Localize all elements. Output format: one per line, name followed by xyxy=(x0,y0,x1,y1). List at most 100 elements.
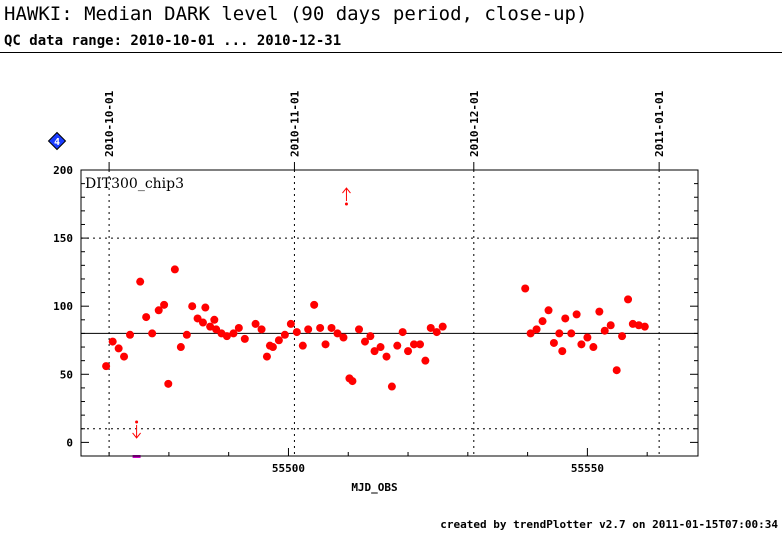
data-point xyxy=(572,310,581,319)
data-point xyxy=(624,295,633,304)
data-point xyxy=(120,352,129,361)
data-point xyxy=(114,344,123,353)
data-point xyxy=(561,314,570,323)
data-point xyxy=(257,325,266,334)
data-point xyxy=(600,326,609,335)
qc-data-range: QC data range: 2010-10-01 ... 2010-12-31 xyxy=(4,33,342,49)
data-point xyxy=(102,362,111,371)
data-point xyxy=(583,333,592,342)
data-point xyxy=(286,319,295,328)
data-point xyxy=(382,352,391,361)
data-point xyxy=(415,340,424,349)
data-point xyxy=(268,343,277,352)
data-point xyxy=(170,265,179,274)
data-point xyxy=(555,329,564,338)
data-point xyxy=(567,329,576,338)
data-point xyxy=(410,340,419,349)
data-point xyxy=(612,366,621,375)
data-point xyxy=(370,347,379,356)
data-point xyxy=(438,322,447,331)
data-point xyxy=(164,379,173,388)
x-axis-label: MJD_OBS xyxy=(351,481,397,494)
data-point xyxy=(327,323,336,332)
info-badge-label: 4 xyxy=(54,137,60,148)
data-point xyxy=(532,325,541,334)
outlier-arrowhead xyxy=(342,187,351,194)
chart-title: HAWKI: Median DARK level (90 days period… xyxy=(4,3,588,25)
data-point xyxy=(240,334,249,343)
data-point xyxy=(142,313,151,322)
data-point xyxy=(229,329,238,338)
data-point xyxy=(606,321,615,330)
data-point xyxy=(198,318,207,327)
data-point xyxy=(136,277,145,286)
data-point xyxy=(160,300,169,309)
data-point xyxy=(148,329,157,338)
data-point xyxy=(398,328,407,337)
data-point xyxy=(304,325,313,334)
data-point xyxy=(126,330,135,339)
data-point xyxy=(298,341,307,350)
outlier-point xyxy=(344,202,348,206)
data-point xyxy=(421,356,430,365)
date-tick-label: 2010-11-01 xyxy=(288,90,301,157)
data-point xyxy=(432,328,441,337)
y-tick-label: 200 xyxy=(53,164,73,177)
data-point xyxy=(538,317,547,326)
data-points-layer xyxy=(102,187,649,458)
info-badge-icon[interactable]: 4 xyxy=(47,131,67,151)
data-point xyxy=(333,329,342,338)
date-tick-label: 2010-10-01 xyxy=(103,90,116,157)
data-point xyxy=(577,340,586,349)
data-point xyxy=(404,347,413,356)
data-point xyxy=(339,333,348,342)
data-point xyxy=(640,322,649,331)
x-tick-label: 55500 xyxy=(272,462,305,475)
x-tick-label: 55550 xyxy=(571,462,604,475)
data-point xyxy=(544,306,553,315)
data-point xyxy=(321,340,330,349)
data-point xyxy=(182,330,191,339)
data-point xyxy=(251,319,260,328)
footer-credit: created by trendPlotter v2.7 on 2011-01-… xyxy=(440,518,778,531)
axis-layer: 2010-10-01 2010-11-01 2010-12-01 2011-01-01… xyxy=(53,90,698,475)
data-point xyxy=(292,328,301,337)
data-point xyxy=(618,332,627,341)
data-point xyxy=(188,302,197,311)
data-point xyxy=(628,319,637,328)
data-point xyxy=(210,315,219,324)
data-point xyxy=(366,332,375,341)
grid-layer xyxy=(81,170,698,456)
data-point xyxy=(234,323,243,332)
date-tick-label: 2011-01-01 xyxy=(653,90,666,157)
data-point xyxy=(280,330,289,339)
y-tick-label: 0 xyxy=(66,436,73,449)
data-point xyxy=(316,323,325,332)
data-point xyxy=(634,321,643,330)
date-tick-label: 2010-12-01 xyxy=(468,90,481,157)
data-point xyxy=(376,343,385,352)
data-point xyxy=(108,337,117,346)
data-point xyxy=(348,377,357,386)
data-point xyxy=(549,338,558,347)
data-point xyxy=(355,325,364,334)
data-point xyxy=(558,347,567,356)
panel-label: DIT300_chip3 xyxy=(85,176,184,192)
data-point xyxy=(360,337,369,346)
outlier-arrowhead xyxy=(132,432,141,439)
y-tick-label: 150 xyxy=(53,232,73,245)
data-point xyxy=(154,306,163,315)
data-point xyxy=(274,336,283,345)
outlier-point xyxy=(135,420,139,424)
data-point xyxy=(201,303,210,312)
data-point xyxy=(426,323,435,332)
y-tick-label: 100 xyxy=(53,300,73,313)
plot-frame xyxy=(80,169,699,457)
data-point xyxy=(521,284,530,293)
data-point xyxy=(176,343,185,352)
data-point xyxy=(589,343,598,352)
data-point xyxy=(206,322,215,331)
header-divider xyxy=(0,52,782,53)
data-point xyxy=(387,382,396,391)
